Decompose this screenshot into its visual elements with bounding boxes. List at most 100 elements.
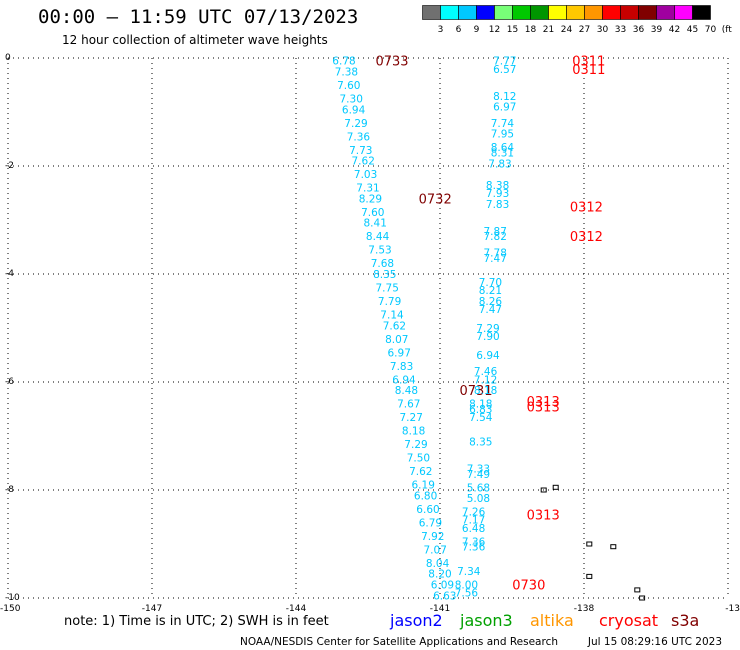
wave-height-value: 6.19	[412, 480, 435, 492]
wave-height-value: 6.97	[493, 102, 516, 114]
pass-time-label: 0313	[527, 400, 560, 415]
y-tick-label: -4	[5, 269, 14, 279]
wave-height-value: 7.33	[467, 463, 490, 475]
wave-height-value: 7.70	[479, 277, 502, 289]
satellite-legend-altika: altika	[530, 611, 574, 630]
x-tick-label: -144	[286, 604, 307, 614]
x-tick-label: -150	[0, 604, 21, 614]
wave-height-value: 6.80	[414, 490, 437, 502]
wave-height-value: 7.60	[337, 80, 360, 92]
color-scale-label: 42	[669, 25, 680, 35]
wave-height-value: 7.46	[474, 366, 498, 378]
wave-height-value: 6.48	[462, 523, 485, 535]
island-outline	[540, 487, 547, 493]
wave-height-value: 6.63	[433, 590, 456, 602]
satellite-legend-s3a: s3a	[671, 611, 699, 630]
y-tick-label: -6	[5, 377, 14, 387]
color-scale-label: (ft)	[722, 25, 732, 35]
color-scale-label: 36	[633, 25, 645, 35]
wave-height-value: 6.83	[469, 404, 492, 416]
island-outline	[586, 573, 593, 579]
wave-height-value: 8.07	[385, 334, 408, 346]
wave-height-value: 6.94	[342, 104, 366, 116]
wave-height-value: 7.47	[479, 304, 502, 316]
wave-height-value: 7.95	[491, 129, 514, 141]
wave-height-value: 7.50	[407, 453, 430, 465]
wave-height-value: 6.09	[431, 580, 454, 592]
color-swatch	[692, 5, 711, 20]
wave-height-value: 8.18	[474, 385, 497, 397]
pass-time-label: 0312	[570, 201, 603, 216]
wave-height-value: 8.29	[359, 193, 382, 205]
wave-height-value: 7.07	[424, 544, 447, 556]
wave-height-value: 6.79	[419, 517, 442, 529]
x-tick-label: -147	[142, 604, 162, 614]
wave-height-value: 7.56	[455, 588, 479, 600]
pass-time-label: 0730	[512, 579, 545, 594]
pass-time-label: 0732	[419, 192, 452, 207]
x-tick-label: -13	[725, 604, 740, 614]
wave-height-value: 8.48	[395, 385, 418, 397]
wave-height-value: 8.18	[469, 399, 492, 411]
pass-time-label: 0733	[375, 55, 408, 70]
wave-height-value: 7.83	[486, 199, 509, 211]
wave-height-value: 7.68	[371, 258, 394, 270]
wave-height-value: 8.31	[491, 148, 514, 160]
wave-height-value: 6.97	[388, 347, 411, 359]
color-scale-label: 45	[687, 25, 698, 35]
wave-height-value: 7.29	[404, 439, 427, 451]
wave-height-value: 8.35	[469, 436, 492, 448]
satellite-legend-jason3: jason3	[459, 611, 513, 630]
wave-height-value: 7.73	[349, 145, 372, 157]
color-scale-label: 21	[543, 25, 554, 35]
footer-note: note: 1) Time is in UTC; 2) SWH is in fe…	[64, 614, 329, 629]
wave-height-value: 7.29	[476, 323, 499, 335]
satellite-legend-jason2: jason2	[389, 611, 443, 630]
wave-height-value: 8.35	[373, 269, 396, 281]
color-scale-label: 15	[507, 25, 518, 35]
wave-height-value: 7.54	[469, 412, 493, 424]
wave-height-value: 7.62	[409, 466, 432, 478]
pass-time-label: 0312	[570, 230, 603, 245]
wave-height-value: 5.08	[467, 493, 490, 505]
wave-height-value: 7.78	[484, 247, 507, 259]
wave-height-value: 7.38	[335, 67, 358, 79]
pass-time-label: 0731	[459, 384, 492, 399]
wave-height-value: 7.17	[462, 515, 485, 527]
island-outline	[634, 587, 641, 593]
wave-height-value: 8.38	[486, 180, 509, 192]
wave-height-value: 7.36	[462, 536, 486, 548]
pass-time-label: 0313	[527, 508, 560, 523]
wave-height-value: 7.62	[352, 156, 375, 168]
wave-height-value: 8.21	[479, 285, 502, 297]
island-outline	[552, 484, 559, 490]
color-scale-label: 6	[456, 25, 462, 35]
color-scale-label: 27	[579, 25, 590, 35]
wave-height-value: 7.31	[356, 183, 379, 195]
pass-time-label: 0311	[572, 55, 605, 70]
wave-height-value: 7.27	[400, 412, 423, 424]
wave-height-value: 5.68	[467, 482, 490, 494]
wave-height-value: 8.20	[428, 569, 451, 581]
satellite-legend-cryosat: cryosat	[599, 611, 658, 630]
wave-height-value: 7.77	[493, 56, 516, 68]
island-outline	[639, 595, 646, 601]
wave-height-value: 7.74	[491, 118, 515, 130]
chart-subtitle: 12 hour collection of altimeter wave hei…	[62, 33, 328, 47]
credit-text: NOAA/NESDIS Center for Satellite Applica…	[240, 636, 558, 648]
wave-height-value: 7.60	[361, 207, 384, 219]
wave-height-value: 6.60	[416, 504, 439, 516]
wave-height-value: 7.75	[376, 283, 399, 295]
wave-height-value: 7.92	[421, 531, 444, 543]
wave-height-value: 7.36	[462, 542, 486, 554]
wave-height-value: 6.94	[392, 374, 416, 386]
island-outline	[610, 544, 617, 550]
wave-height-value: 8.26	[479, 296, 503, 308]
pass-time-label: 0313	[527, 395, 560, 410]
wave-height-value: 7.34	[457, 566, 481, 578]
color-scale-label: 9	[474, 25, 480, 35]
wave-height-value: 7.29	[344, 118, 367, 130]
wave-height-value: 8.41	[364, 218, 387, 230]
